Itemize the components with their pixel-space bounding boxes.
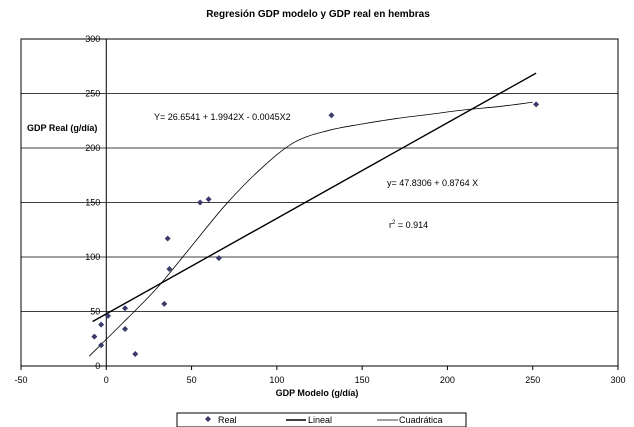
data-point-real-1	[98, 342, 105, 349]
data-point-real-7	[161, 300, 168, 307]
x-tick-label-0: 0	[104, 375, 109, 385]
y-tick-label-300: 300	[85, 34, 100, 44]
y-axis-title: GDP Real (g/día)	[27, 123, 97, 133]
data-point-real-6	[132, 351, 139, 358]
quadratic-equation-label: Y= 26.6541 + 1.9942X - 0.0045X2	[154, 112, 291, 122]
legend-marker-real	[205, 416, 211, 422]
tick-labels: 0 50 100 150 200 250 300 -50 0 50 100 150 200 250 300	[14, 34, 625, 385]
data-point-real-14	[533, 101, 540, 108]
linear-equation-label: y= 47.8306 + 0.8764 X	[387, 178, 478, 188]
legend: Real Lineal Cuadrática	[176, 412, 467, 427]
x-tick-label-300: 300	[610, 375, 625, 385]
x-tick-label-200: 200	[440, 375, 455, 385]
y-tick-label-150: 150	[85, 198, 100, 208]
data-point-real-11	[205, 196, 212, 203]
x-tick-label-100: 100	[269, 375, 284, 385]
x-tick-label-250: 250	[525, 375, 540, 385]
chart-title: Regresión GDP modelo y GDP real en hembr…	[206, 9, 430, 20]
data-point-real-3	[104, 312, 111, 319]
legend-label-lineal: Lineal	[308, 415, 332, 425]
legend-box	[176, 412, 467, 427]
y-tick-label-50: 50	[90, 307, 100, 317]
data-point-real-2	[98, 321, 105, 328]
data-point-real-10	[197, 199, 204, 206]
data-point-real-9	[166, 265, 173, 272]
y-tick-label-100: 100	[85, 252, 100, 262]
data-point-real-13	[328, 112, 335, 119]
r-squared-base: r	[389, 220, 392, 230]
r-squared-label: r2 = 0.914	[389, 220, 428, 230]
data-point-real-8	[164, 235, 171, 242]
x-tick-label--50: -50	[14, 375, 27, 385]
data-point-real-4	[122, 305, 129, 312]
series-points	[91, 101, 540, 358]
x-axis-title: GDP Modelo (g/día)	[276, 388, 359, 398]
legend-label-cuadratica: Cuadrática	[399, 415, 443, 425]
legend-label-real: Real	[218, 415, 237, 425]
series-line-lineal	[92, 72, 537, 323]
y-tick-label-250: 250	[85, 89, 100, 99]
data-point-real-12	[215, 255, 222, 262]
series-line-cuadr-tica	[88, 101, 533, 357]
r-squared-value: = 0.914	[395, 220, 428, 230]
x-tick-label-150: 150	[355, 375, 370, 385]
r-squared-superscript: 2	[392, 220, 396, 226]
x-tick-label-50: 50	[187, 375, 197, 385]
data-point-real-5	[122, 325, 129, 332]
y-tick-label-200: 200	[85, 143, 100, 153]
data-point-real-0	[91, 333, 98, 340]
y-tick-label-0: 0	[95, 361, 100, 371]
gridlines	[20, 39, 619, 370]
series-lines	[88, 72, 537, 357]
